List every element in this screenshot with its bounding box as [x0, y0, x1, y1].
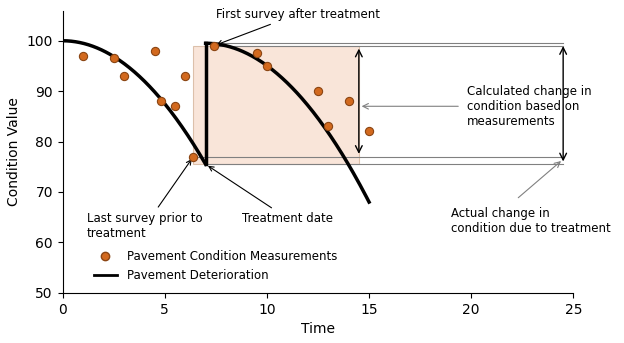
Text: Treatment date: Treatment date: [209, 166, 333, 225]
Point: [364, 129, 374, 134]
X-axis label: Time: Time: [301, 322, 335, 336]
Text: Calculated change in
condition based on
measurements: Calculated change in condition based on …: [467, 85, 592, 128]
Bar: [193, 46, 359, 164]
Point: [313, 88, 323, 94]
Point: [188, 154, 198, 159]
Point: [150, 48, 160, 54]
Point: [251, 51, 261, 56]
Point: [180, 73, 190, 79]
Point: [109, 56, 119, 61]
Point: [119, 73, 129, 79]
Point: [78, 53, 88, 59]
Y-axis label: Condition Value: Condition Value: [7, 97, 21, 206]
Point: [155, 98, 165, 104]
Text: First survey after treatment: First survey after treatment: [215, 8, 379, 45]
Point: [323, 124, 333, 129]
Point: [170, 104, 180, 109]
Point: [262, 63, 272, 69]
Text: Last survey prior to
treatment: Last survey prior to treatment: [87, 160, 203, 240]
Point: [344, 98, 354, 104]
Legend: Pavement Condition Measurements, Pavement Deterioration: Pavement Condition Measurements, Pavemen…: [89, 246, 342, 287]
Text: Actual change in
condition due to treatment: Actual change in condition due to treatm…: [451, 207, 610, 235]
Point: [209, 43, 219, 49]
